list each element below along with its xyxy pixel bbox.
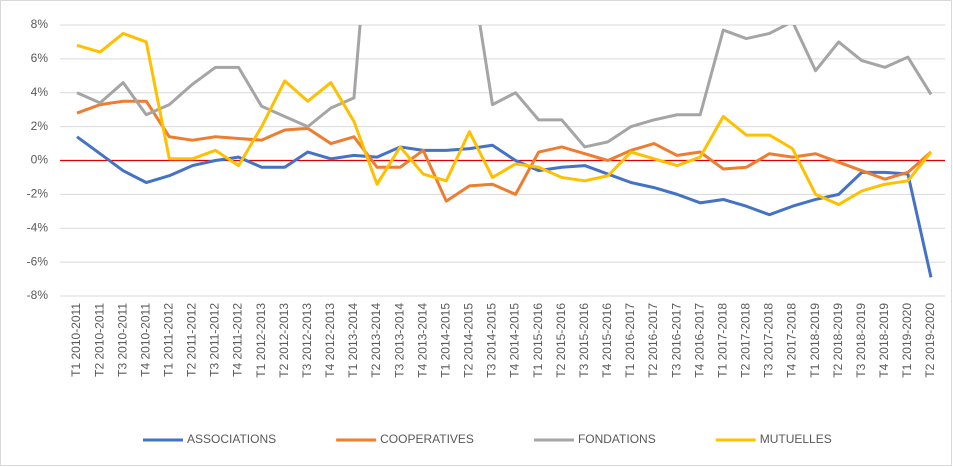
series-line xyxy=(76,31,933,207)
x-tick-label: T1 2017-2018 xyxy=(715,303,729,378)
x-tick-label: T2 2016-2017 xyxy=(646,303,660,378)
y-tick-label: 6% xyxy=(31,51,49,65)
x-tick-label: T2 2012-2013 xyxy=(277,303,291,378)
plot-area xyxy=(76,25,933,278)
x-tick-label: T1 2019-2020 xyxy=(900,303,914,378)
x-tick-label: T4 2013-2014 xyxy=(415,303,429,378)
x-tick-label: T3 2010-2011 xyxy=(115,303,129,377)
x-tick-label: T3 2016-2017 xyxy=(669,303,683,378)
series-line xyxy=(76,135,933,278)
legend-label: COOPERATIVES xyxy=(380,432,474,446)
y-tick-label: 8% xyxy=(31,17,49,31)
legend-label: MUTUELLES xyxy=(760,432,832,446)
x-tick-label: T1 2011-2012 xyxy=(161,303,175,377)
y-tick-label: -4% xyxy=(27,220,49,234)
y-tick-label: 2% xyxy=(31,119,49,133)
x-tick-label: T1 2013-2014 xyxy=(346,303,360,378)
x-tick-label: T1 2014-2015 xyxy=(438,303,452,378)
series-line xyxy=(76,99,932,203)
x-tick-label: T2 2011-2012 xyxy=(185,303,199,377)
y-tick-label: -6% xyxy=(27,254,49,268)
y-tick-label: 0% xyxy=(31,153,49,167)
x-tick-label: T1 2016-2017 xyxy=(623,303,637,378)
x-tick-label: T3 2013-2014 xyxy=(392,303,406,378)
x-tick-label: T1 2015-2016 xyxy=(531,303,545,378)
legend-label: ASSOCIATIONS xyxy=(187,432,276,446)
x-tick-label: T1 2012-2013 xyxy=(254,303,268,378)
y-tick-label: -2% xyxy=(27,187,49,201)
x-tick-label: T2 2015-2016 xyxy=(554,303,568,378)
series-line xyxy=(76,25,933,149)
x-tick-label: T3 2012-2013 xyxy=(300,303,314,378)
x-tick-label: T2 2018-2019 xyxy=(831,303,845,378)
x-tick-label: T2 2017-2018 xyxy=(739,303,753,378)
x-tick-label: T2 2019-2020 xyxy=(923,303,937,378)
x-tick-label: T1 2010-2011 xyxy=(69,303,83,377)
x-tick-label: T4 2010-2011 xyxy=(138,303,152,377)
x-tick-label: T4 2015-2016 xyxy=(600,303,614,378)
x-tick-label: T2 2013-2014 xyxy=(369,303,383,378)
x-tick-label: T3 2017-2018 xyxy=(762,303,776,378)
y-tick-label: -8% xyxy=(27,288,49,302)
x-tick-label: T2 2014-2015 xyxy=(462,303,476,378)
legend-label: FONDATIONS xyxy=(578,432,656,446)
x-tick-label: T3 2014-2015 xyxy=(485,303,499,378)
x-tick-label: T4 2011-2012 xyxy=(231,303,245,377)
x-tick-label: T4 2017-2018 xyxy=(785,303,799,378)
x-tick-label: T4 2014-2015 xyxy=(508,303,522,378)
x-tick-label: T2 2010-2011 xyxy=(92,303,106,377)
x-tick-label: T4 2012-2013 xyxy=(323,303,337,378)
x-tick-label: T3 2018-2019 xyxy=(854,303,868,378)
y-tick-label: 4% xyxy=(31,85,49,99)
x-tick-label: T3 2015-2016 xyxy=(577,303,591,378)
x-tick-label: T4 2016-2017 xyxy=(692,303,706,378)
x-tick-label: T1 2018-2019 xyxy=(808,303,822,378)
x-tick-label: T4 2018-2019 xyxy=(877,303,891,378)
x-tick-label: T3 2011-2012 xyxy=(208,303,222,377)
